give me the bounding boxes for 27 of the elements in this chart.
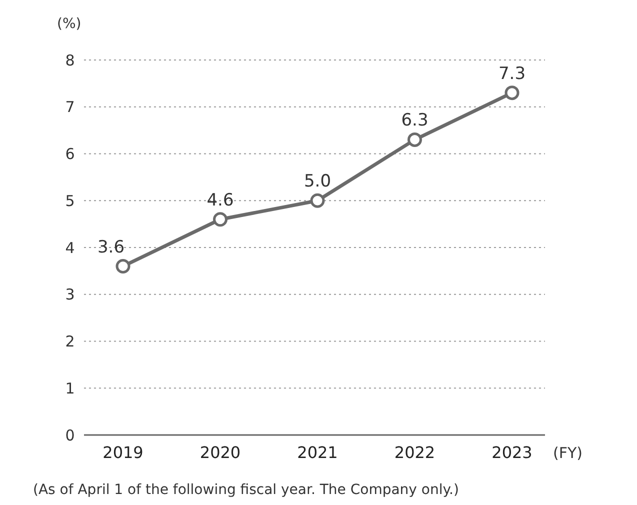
y-tick-label: 4 bbox=[65, 238, 75, 257]
point bbox=[213, 212, 228, 227]
y-tick-label: 0 bbox=[65, 426, 75, 444]
y-tick-label: 5 bbox=[65, 192, 75, 210]
text: 6.3 bbox=[401, 110, 428, 131]
y-tick-label: 7 bbox=[65, 98, 75, 116]
y-tick-label: 3 bbox=[65, 286, 75, 304]
y-tick-label: 8 bbox=[65, 51, 75, 70]
x-axis-title: (FY) bbox=[553, 444, 582, 462]
point bbox=[310, 193, 325, 208]
y-tick-label: 1 bbox=[65, 379, 75, 398]
point bbox=[504, 86, 520, 100]
point bbox=[408, 132, 422, 147]
text: 4.6 bbox=[206, 190, 234, 210]
text: 5.0 bbox=[304, 172, 332, 192]
y-tick-label: 2 bbox=[65, 332, 75, 350]
x-tick-label: 2022 bbox=[394, 443, 436, 462]
text: 7.3 bbox=[498, 64, 526, 84]
text: 3.6 bbox=[97, 237, 125, 258]
text: (As of April 1 of the following fiscal year. The Company only.) bbox=[33, 482, 459, 498]
x-tick-label: 2019 bbox=[102, 443, 144, 462]
y-tick-label: 6 bbox=[65, 145, 75, 163]
x-tick-label: 2023 bbox=[492, 443, 532, 462]
x-tick-label: 2020 bbox=[200, 443, 241, 462]
x-tick-label: 2021 bbox=[297, 443, 338, 462]
point bbox=[116, 259, 130, 274]
y-axis-title: (%) bbox=[57, 16, 82, 32]
